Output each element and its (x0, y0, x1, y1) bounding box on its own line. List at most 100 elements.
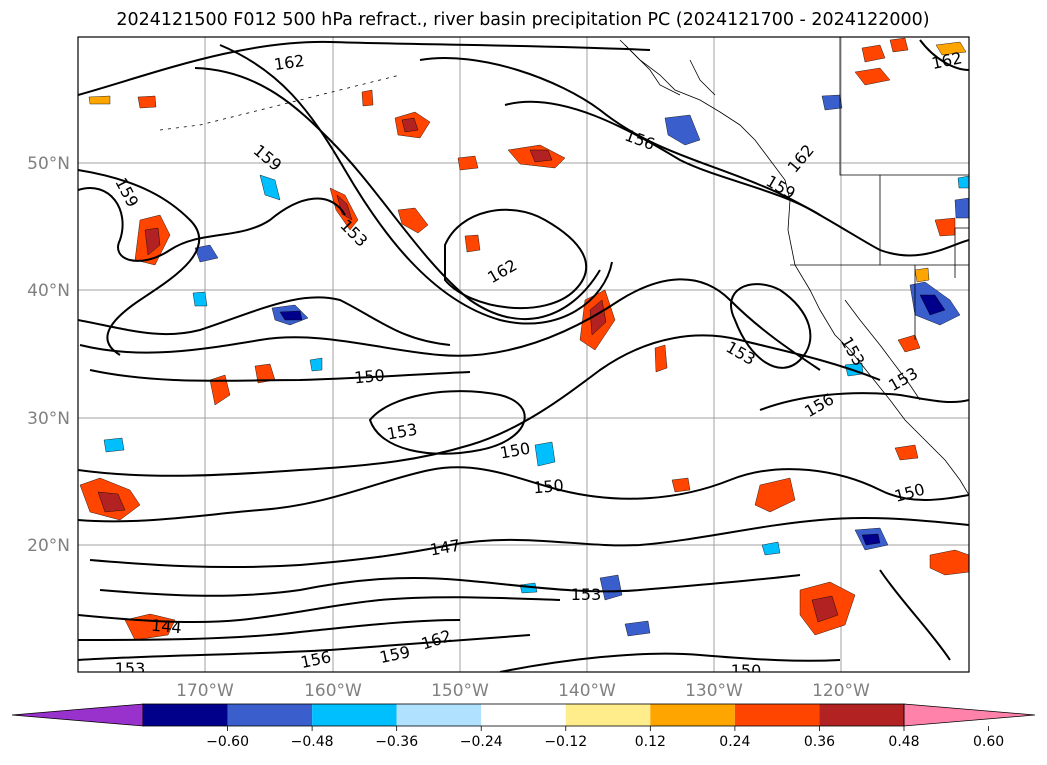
precip-patch (671, 477, 691, 493)
precip-patch (957, 175, 969, 189)
lon-label: 150°W (431, 681, 489, 701)
precip-patch (397, 207, 429, 234)
precip-patch (361, 89, 374, 107)
colorbar-extend-low (11, 703, 144, 727)
contour-line (919, 39, 969, 71)
colorbar-tick-label: −0.36 (375, 734, 418, 750)
contour-line (78, 634, 531, 661)
negative-anomaly-patches (103, 94, 969, 637)
colorbar-tick-label: −0.48 (291, 734, 334, 750)
contour-line (759, 392, 969, 411)
precip-patch (88, 95, 111, 105)
lat-label: 20°N (27, 536, 70, 556)
precip-patch (894, 444, 919, 461)
colorbar-segment (650, 704, 735, 726)
contour-line (89, 516, 969, 569)
lon-label: 140°W (558, 681, 616, 701)
contour-line (79, 278, 821, 371)
colorbar-segment (143, 704, 228, 726)
lat-label: 30°N (27, 409, 70, 429)
contour-line (78, 296, 451, 346)
precip-patch (811, 595, 839, 623)
contour-line (730, 283, 812, 369)
colorbar: −0.60 −0.48 −0.36 −0.24 −0.12 0.12 0.24 0.36 0.4… (11, 703, 1036, 750)
contour-line (89, 369, 471, 382)
colorbar-segment (565, 704, 651, 726)
precip-patch (259, 174, 281, 201)
precip-patch (624, 620, 651, 637)
colorbar-segment (396, 704, 482, 726)
contour-line (78, 596, 561, 624)
colorbar-tick-label: −0.12 (544, 734, 587, 750)
contour-line (194, 67, 601, 321)
precip-patch (664, 114, 701, 146)
contour-line (78, 169, 201, 356)
precip-patch (761, 541, 781, 556)
precip-patch (654, 344, 668, 373)
contour-label: 153 (115, 659, 146, 678)
map-background (78, 37, 969, 672)
precip-patch (192, 291, 208, 307)
colorbar-segment (819, 704, 904, 726)
colorbar-segment (734, 704, 820, 726)
coastline (624, 44, 969, 496)
contour-label: 162 (273, 51, 306, 74)
precip-patch (914, 267, 930, 283)
precip-patch (919, 294, 946, 316)
precip-patch (144, 227, 161, 256)
map-title: 2024121500 F012 500 hPa refract., river … (116, 10, 929, 30)
lat-label: 40°N (27, 281, 70, 301)
latitude-labels: 50°N 40°N 30°N 20°N (27, 154, 70, 556)
precip-patch (464, 234, 481, 253)
colorbar-tick-label: 0.60 (973, 734, 1004, 750)
contour-line (78, 187, 346, 262)
precip-patch (935, 41, 967, 56)
baja-coast (844, 299, 921, 401)
colorbar-segment (227, 704, 313, 726)
colorbar-extend-high (903, 703, 1036, 727)
colorbar-outline (142, 703, 905, 727)
contour-label: 150 (731, 661, 762, 680)
contour-line (78, 619, 461, 641)
lon-label: 160°W (304, 681, 362, 701)
precip-patch (897, 334, 921, 353)
colorbar-tick-label: 0.12 (635, 734, 666, 750)
state-borders (790, 174, 969, 340)
precip-patch (754, 477, 796, 513)
precip-patch (209, 374, 231, 406)
contour-line (419, 57, 969, 257)
lat-label: 50°N (27, 154, 70, 174)
contour-line (504, 100, 821, 216)
precip-patch (861, 44, 886, 63)
contour-line (78, 334, 881, 477)
precip-patch (309, 357, 323, 372)
precip-patch (854, 67, 891, 86)
contour-line (78, 40, 651, 96)
colorbar-tick-label: 0.36 (804, 734, 835, 750)
colorbar-segment (312, 704, 397, 726)
colorbar-tick-label: 0.48 (888, 734, 919, 750)
precip-patch (821, 94, 843, 111)
contour-label: 150 (532, 476, 564, 498)
contour-label: 150 (353, 366, 385, 388)
contour-label: 144 (150, 616, 182, 638)
precip-patch (589, 299, 607, 336)
precip-patch (137, 95, 157, 109)
map-frame (77, 36, 970, 673)
precip-patch (194, 244, 219, 263)
coastlines (159, 37, 969, 496)
contour-line (99, 574, 801, 597)
precip-patch (599, 574, 623, 601)
precip-patch (97, 491, 126, 513)
contour-line (219, 44, 613, 325)
contour-line (78, 466, 969, 523)
precip-patch (534, 441, 556, 467)
refractivity-contours (78, 39, 969, 672)
longitude-labels: 170°W 160°W 150°W 140°W 130°W 120°W (176, 681, 870, 701)
colorbar-tick-label: −0.60 (206, 734, 249, 750)
precip-patch (529, 149, 553, 163)
contour-line (499, 652, 841, 672)
contour-line (444, 208, 588, 310)
lon-label: 170°W (176, 681, 234, 701)
